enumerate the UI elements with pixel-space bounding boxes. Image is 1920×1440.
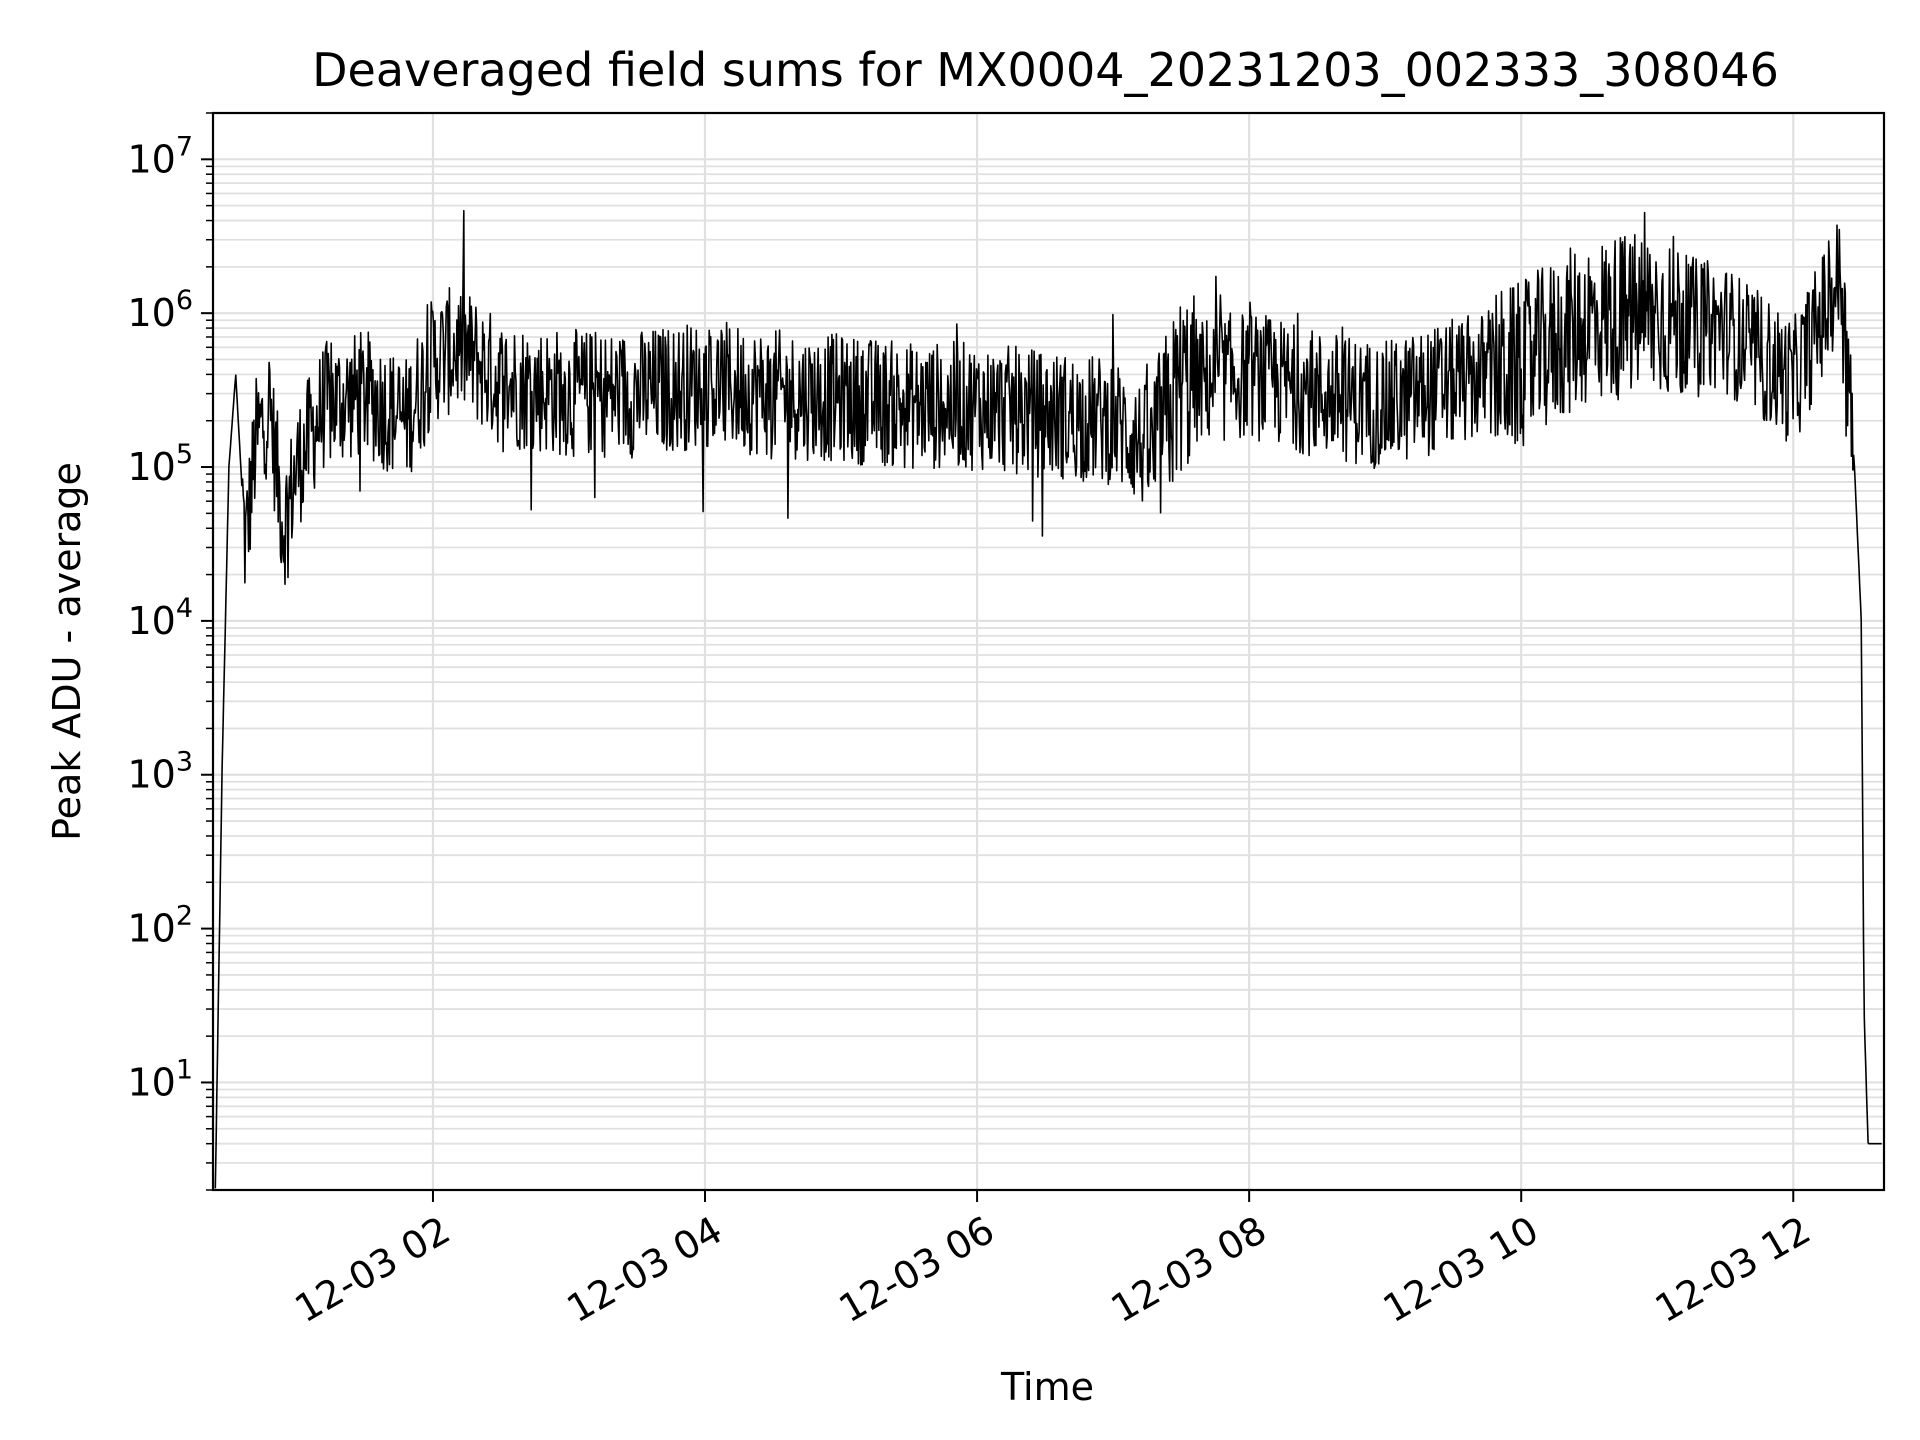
y-tick-base: 10	[127, 753, 175, 797]
y-tick-label: 106	[127, 285, 193, 335]
y-tick-label: 105	[127, 439, 193, 489]
y-tick-label: 102	[127, 901, 193, 951]
y-tick-label: 104	[127, 593, 193, 643]
series-line-group	[214, 209, 1882, 1189]
y-tick-exponent: 7	[176, 131, 193, 162]
y-tick-base: 10	[127, 599, 175, 643]
y-tick-exponent: 1	[176, 1054, 193, 1085]
y-tick-label: 103	[127, 747, 193, 797]
y-tick-base: 10	[127, 445, 175, 489]
y-tick-base: 10	[127, 291, 175, 335]
y-tick-exponent: 6	[176, 285, 193, 316]
series-line	[214, 209, 1882, 1189]
y-tick-label: 107	[127, 131, 193, 181]
y-tick-exponent: 4	[176, 593, 193, 624]
y-axis-label: Peak ADU - average	[45, 462, 89, 841]
x-axis-label: Time	[1000, 1365, 1094, 1409]
y-tick-base: 10	[127, 137, 175, 181]
y-tick-base: 10	[127, 1060, 175, 1104]
y-tick-exponent: 5	[176, 439, 193, 470]
chart-title: Deaveraged field sums for MX0004_2023120…	[312, 43, 1779, 97]
y-tick-label: 101	[127, 1054, 193, 1104]
plot-frame	[211, 111, 1886, 1192]
y-tick-exponent: 3	[176, 747, 193, 778]
y-tick-base: 10	[127, 907, 175, 951]
y-tick-exponent: 2	[176, 901, 193, 932]
grid	[213, 112, 1884, 1191]
